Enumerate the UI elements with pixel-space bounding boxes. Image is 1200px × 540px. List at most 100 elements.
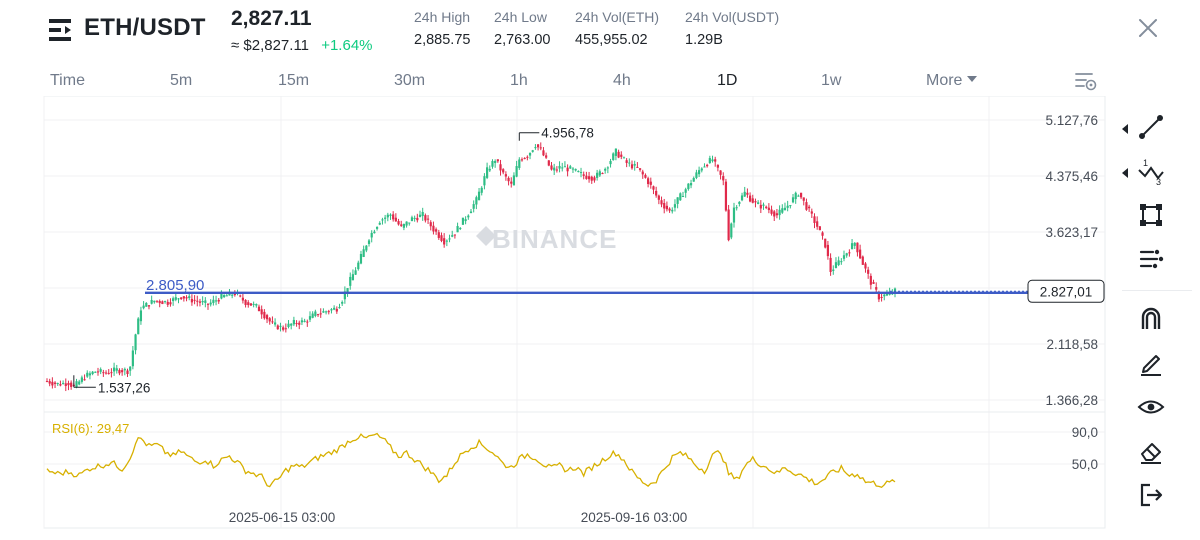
candle-body	[311, 313, 314, 318]
candle-body	[166, 301, 169, 305]
text-tool[interactable]	[1136, 244, 1170, 276]
tab-1h[interactable]: 1h	[510, 72, 528, 89]
candle-body	[754, 201, 757, 203]
candle-body	[480, 187, 483, 193]
candle-body	[716, 164, 719, 168]
candle-body	[319, 313, 322, 315]
magnet-tool[interactable]	[1136, 304, 1170, 336]
candle-body	[486, 167, 489, 178]
candle-body	[864, 263, 867, 269]
pair-title[interactable]: ETH/USDT	[84, 14, 206, 41]
close-icon[interactable]	[1134, 14, 1162, 42]
menu-icon[interactable]	[48, 17, 74, 43]
candle-body	[781, 208, 784, 213]
candle-body	[859, 249, 862, 259]
fib-tool[interactable]: 1 3	[1136, 156, 1170, 188]
candle-body	[335, 308, 338, 312]
price-tick-label: 2.118,58	[1046, 337, 1098, 352]
candle-body	[244, 299, 247, 305]
exit-tool[interactable]	[1136, 480, 1170, 512]
candle-body	[483, 176, 486, 186]
candle-body	[437, 232, 440, 238]
candle-body	[681, 196, 685, 198]
candle-body	[842, 255, 846, 259]
candle-body	[308, 316, 312, 320]
candle-body	[333, 307, 336, 310]
candle-body	[628, 162, 631, 164]
candle-body	[740, 195, 744, 201]
price-tick-label: 5.127,76	[1045, 113, 1098, 128]
stat-value: 2,885.75	[414, 32, 471, 48]
tab-4h[interactable]: 4h	[613, 72, 631, 89]
candle-body	[748, 195, 752, 202]
candle-body	[158, 301, 161, 304]
tab-1d[interactable]: 1D	[717, 72, 738, 89]
candle-body	[604, 168, 607, 171]
candle-body	[523, 158, 526, 160]
candle-body	[786, 205, 789, 208]
candle-body	[408, 222, 411, 224]
candle-body	[689, 183, 693, 186]
candle-body	[217, 299, 220, 302]
candle-body	[373, 231, 376, 234]
candle-body	[341, 301, 344, 304]
pencil-tool[interactable]	[1136, 348, 1170, 380]
chart-settings-icon[interactable]	[1074, 70, 1098, 92]
candle-body	[853, 242, 856, 246]
candle-body	[789, 205, 792, 207]
candle-body	[190, 298, 194, 303]
trend-line-tool[interactable]	[1136, 112, 1170, 144]
expand-arrow-icon[interactable]	[1122, 168, 1128, 178]
tab-5m[interactable]: 5m	[170, 72, 193, 89]
tab-30m[interactable]: 30m	[394, 72, 426, 89]
candle-body	[706, 164, 709, 167]
tab-1w[interactable]: 1w	[821, 72, 842, 89]
candle-body	[193, 299, 196, 301]
tab-15m[interactable]: 15m	[278, 72, 310, 89]
candle-body	[856, 242, 859, 253]
candle-body	[649, 181, 652, 185]
horizontal-line[interactable]: 2.805,90	[145, 277, 1028, 295]
candle-body	[314, 311, 317, 316]
candle-body	[435, 229, 438, 232]
shape-tool[interactable]	[1136, 200, 1170, 232]
candle-body	[875, 287, 878, 290]
time-tick-label: 2025-06-15 03:00	[229, 510, 336, 525]
candle-body	[88, 373, 92, 376]
stat-24h-high: 24h High 2,885.75	[414, 9, 470, 48]
tab-time[interactable]: Time	[50, 72, 85, 89]
candle-body	[448, 238, 451, 240]
candle-body	[381, 219, 384, 221]
candle-body	[574, 168, 577, 171]
candle-body	[510, 181, 513, 184]
candle-body	[367, 240, 371, 244]
candle-body	[346, 288, 349, 293]
candle-body	[805, 202, 808, 210]
binance-watermark: BINANCE	[492, 224, 617, 254]
interval-tabs: Time 5m 15m 30m 1h 4h 1D 1w More	[0, 66, 1110, 96]
candle-body	[732, 207, 736, 223]
stat-value: 2,763.00	[494, 32, 551, 48]
expand-arrow-icon[interactable]	[1122, 124, 1128, 134]
price-chart[interactable]: BINANCE 2.805,90 4.956,78 1.537,26 5.127,…	[0, 96, 1110, 530]
candle-body	[727, 209, 730, 241]
candle-body	[161, 301, 164, 305]
candle-body	[647, 178, 650, 185]
candle-body	[767, 207, 770, 211]
eraser-tool[interactable]	[1136, 436, 1170, 468]
candle-body	[443, 238, 446, 245]
candle-body	[413, 217, 416, 219]
last-price: 2,827.11	[231, 7, 312, 30]
candle-body	[837, 260, 840, 265]
candle-body	[617, 151, 620, 158]
candle-body	[724, 181, 728, 211]
candle-body	[620, 154, 623, 157]
candle-body	[365, 245, 368, 251]
visibility-toggle[interactable]	[1136, 392, 1170, 424]
candle-body	[432, 225, 435, 232]
svg-text:3: 3	[1156, 177, 1161, 186]
candle-body	[663, 203, 666, 209]
candle-body	[797, 195, 800, 197]
tab-more[interactable]: More	[926, 72, 978, 90]
candle-body	[357, 262, 360, 270]
